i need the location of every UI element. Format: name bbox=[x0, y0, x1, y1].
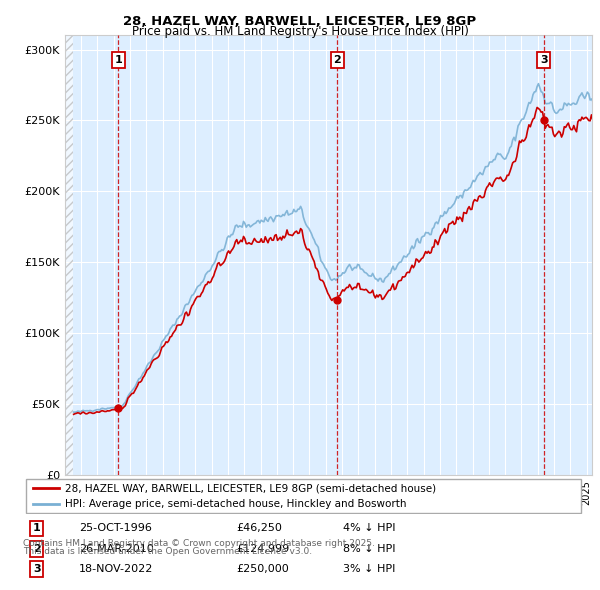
Text: 8% ↓ HPI: 8% ↓ HPI bbox=[343, 544, 395, 554]
Text: Price paid vs. HM Land Registry's House Price Index (HPI): Price paid vs. HM Land Registry's House … bbox=[131, 25, 469, 38]
Bar bbox=[65, 35, 73, 475]
Text: 1: 1 bbox=[115, 55, 122, 65]
Text: 3% ↓ HPI: 3% ↓ HPI bbox=[343, 564, 395, 574]
Text: £250,000: £250,000 bbox=[236, 564, 289, 574]
Text: 1: 1 bbox=[33, 523, 41, 533]
Text: 25-OCT-1996: 25-OCT-1996 bbox=[79, 523, 152, 533]
Text: 2: 2 bbox=[334, 55, 341, 65]
FancyBboxPatch shape bbox=[26, 479, 581, 513]
Text: 26-MAR-2010: 26-MAR-2010 bbox=[79, 544, 154, 554]
Text: 3: 3 bbox=[33, 564, 41, 574]
Text: 28, HAZEL WAY, BARWELL, LEICESTER, LE9 8GP (semi-detached house): 28, HAZEL WAY, BARWELL, LEICESTER, LE9 8… bbox=[65, 483, 436, 493]
Text: This data is licensed under the Open Government Licence v3.0.: This data is licensed under the Open Gov… bbox=[23, 547, 312, 556]
Text: £124,999: £124,999 bbox=[236, 544, 289, 554]
Text: 18-NOV-2022: 18-NOV-2022 bbox=[79, 564, 153, 574]
Text: £46,250: £46,250 bbox=[236, 523, 282, 533]
Text: HPI: Average price, semi-detached house, Hinckley and Bosworth: HPI: Average price, semi-detached house,… bbox=[65, 499, 406, 509]
Text: 3: 3 bbox=[540, 55, 548, 65]
Text: Contains HM Land Registry data © Crown copyright and database right 2025.: Contains HM Land Registry data © Crown c… bbox=[23, 539, 374, 548]
Text: 2: 2 bbox=[33, 544, 41, 554]
Text: 28, HAZEL WAY, BARWELL, LEICESTER, LE9 8GP: 28, HAZEL WAY, BARWELL, LEICESTER, LE9 8… bbox=[124, 15, 476, 28]
Text: 4% ↓ HPI: 4% ↓ HPI bbox=[343, 523, 395, 533]
